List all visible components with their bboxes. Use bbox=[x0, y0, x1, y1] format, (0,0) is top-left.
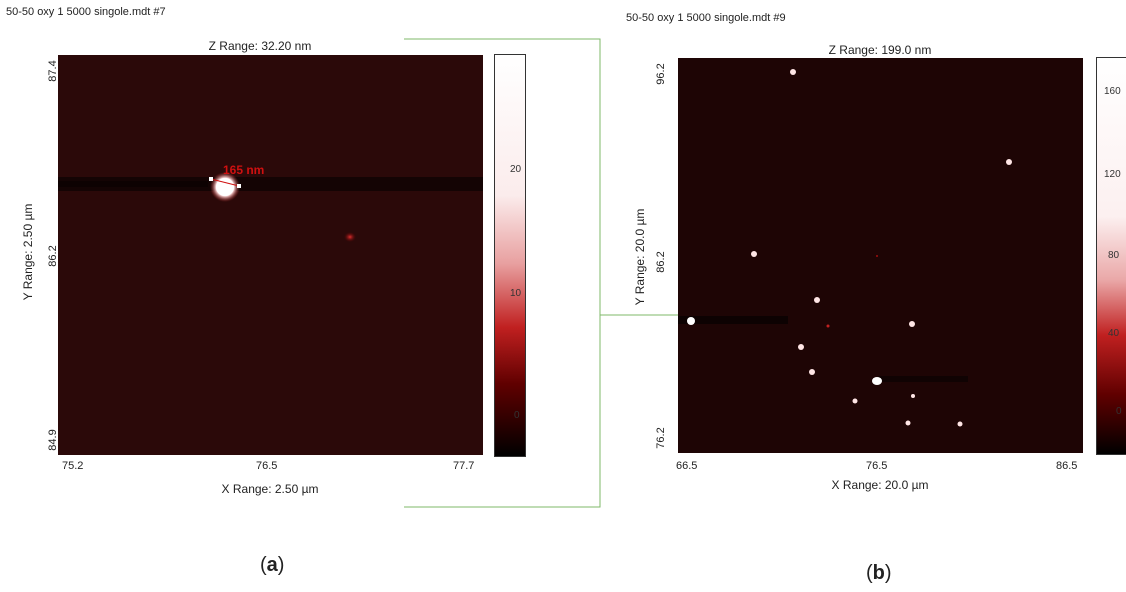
panel-b-x-range: X Range: 20.0 µm bbox=[831, 478, 929, 492]
panel-b-colorbar-tick: 80 bbox=[1108, 250, 1120, 261]
panel-b-colorbar-tick: 40 bbox=[1108, 328, 1120, 339]
panel-b-colorbar-tick: 160 bbox=[1104, 86, 1121, 97]
panel-b-y-tick: 96.2 bbox=[655, 63, 667, 85]
panel-b-x-tick: 86.5 bbox=[1056, 460, 1078, 472]
panel-a-colorbar bbox=[494, 54, 526, 457]
panel-b-file-title: 50-50 oxy 1 5000 singole.mdt #9 bbox=[626, 12, 786, 24]
panel-a-x-tick: 76.5 bbox=[256, 460, 278, 472]
panel-b-colorbar-tick: 120 bbox=[1104, 169, 1121, 180]
panel-b-colorbar-tick: 0 bbox=[1116, 406, 1122, 417]
panel-a-afm-image: 165 nm bbox=[58, 55, 483, 455]
panel-b-y-range: Y Range: 20.0 µm bbox=[633, 208, 647, 306]
panel-a-file-title: 50-50 oxy 1 5000 singole.mdt #7 bbox=[6, 6, 166, 18]
panel-a-label: (a) bbox=[260, 554, 285, 576]
panel-b-y-tick: 86.2 bbox=[655, 251, 667, 273]
panel-a-colorbar-tick: 0 bbox=[514, 410, 520, 421]
panel-a-measurement-label: 165 nm bbox=[223, 163, 265, 177]
panel-b-afm-image bbox=[678, 58, 1083, 453]
panel-a-colorbar-tick: 10 bbox=[510, 288, 522, 299]
panel-a-colorbar-tick: 20 bbox=[510, 164, 522, 175]
panel-b-y-tick: 76.2 bbox=[655, 427, 667, 449]
panel-b-x-tick: 66.5 bbox=[676, 460, 698, 472]
panel-b-colorbar bbox=[1096, 57, 1126, 455]
panel-b-label: (b) bbox=[866, 562, 892, 584]
panel-a-x-range: X Range: 2.50 µm bbox=[221, 482, 319, 496]
panel-a-z-range: Z Range: 32.20 nm bbox=[208, 39, 312, 53]
panel-a-x-tick: 75.2 bbox=[62, 460, 84, 472]
panel-b-x-tick: 76.5 bbox=[866, 460, 888, 472]
panel-a-x-tick: 77.7 bbox=[453, 460, 475, 472]
panel-b-z-range: Z Range: 199.0 nm bbox=[828, 43, 932, 57]
